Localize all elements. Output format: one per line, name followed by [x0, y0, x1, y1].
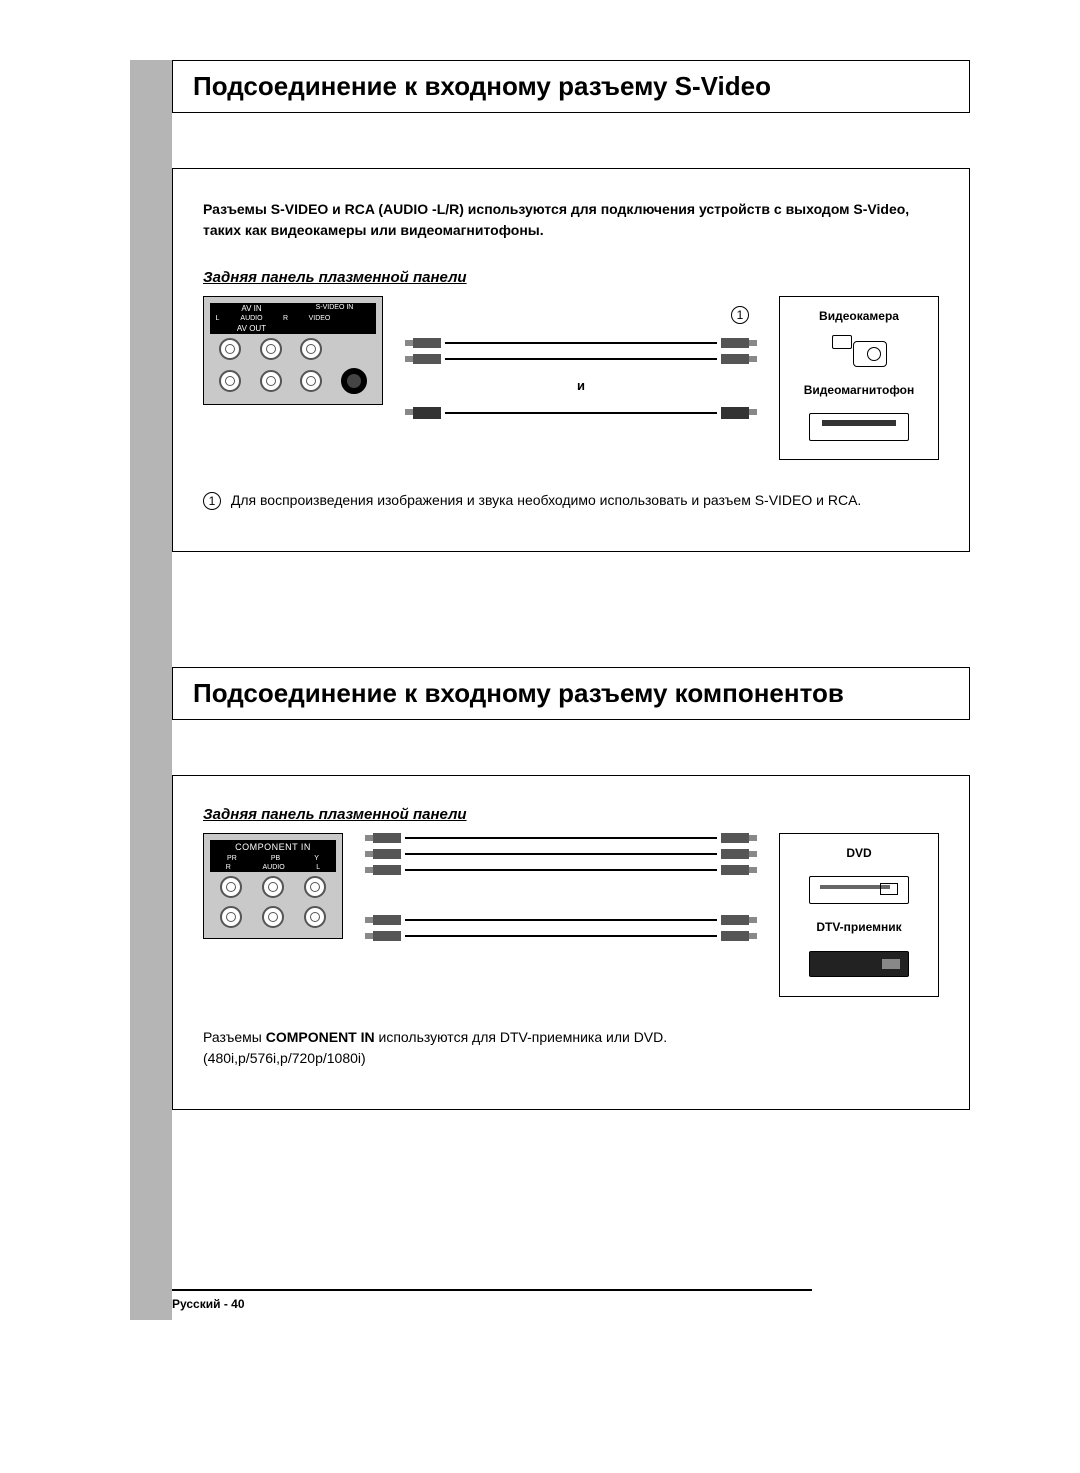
component-sub-labels: PR PB Y: [210, 854, 336, 863]
dtv-label: DTV-приемник: [816, 920, 901, 934]
dtv-receiver-icon: [809, 944, 909, 984]
footnote2-prefix: Разъемы: [203, 1029, 266, 1045]
rca-port-icon: [262, 876, 284, 898]
rca-plug-icon: [721, 833, 749, 843]
section2-panel-caption: Задняя панель плазменной панели: [203, 806, 939, 823]
label-audio: AUDIO: [262, 864, 284, 871]
rear-panel-svideo: AV IN S-VIDEO IN L AUDIO R VIDEO AV OUT: [203, 296, 383, 405]
footnote2-bold: COMPONENT IN: [266, 1029, 375, 1045]
svideo-plug-icon: [413, 407, 441, 419]
section1-intro: Разъемы S-VIDEO и RCA (AUDIO -L/R) испол…: [203, 199, 939, 241]
rca-plug-icon: [373, 865, 401, 875]
cable-area-2: [373, 833, 749, 941]
footnote2-line2: (480i,p/576i,p/720p/1080i): [203, 1050, 366, 1066]
rca-plug-icon: [721, 338, 749, 348]
label-audio: AUDIO: [225, 315, 278, 322]
panel-header-row1: AV IN S-VIDEO IN: [210, 303, 376, 314]
section1-panel-caption: Задняя панель плазменной панели: [203, 269, 939, 286]
rca-plug-icon: [721, 931, 749, 941]
rca-plug-icon: [721, 354, 749, 364]
rca-plug-icon: [721, 865, 749, 875]
rca-port-icon: [219, 338, 241, 360]
rca-port-icon: [260, 338, 282, 360]
grey-sidebar: [130, 60, 172, 1320]
device-column-1: Видеокамера Видеомагнитофон: [779, 296, 939, 460]
section1-panel: Разъемы S-VIDEO и RCA (AUDIO -L/R) испол…: [172, 168, 970, 552]
page-number: Русский - 40: [172, 1297, 245, 1311]
dvd-label: DVD: [846, 846, 871, 860]
section2-title-bar: Подсоединение к входному разъему компоне…: [172, 667, 970, 720]
rca-plug-icon: [413, 338, 441, 348]
panel-header-row3: AV OUT: [210, 323, 376, 334]
footnote-number: 1: [203, 492, 221, 510]
vcr-label: Видеомагнитофон: [804, 383, 915, 397]
rca-cable-pair: [413, 338, 749, 364]
section1-title: Подсоединение к входному разъему S-Video: [193, 71, 949, 102]
label-audio-r: R: [226, 864, 231, 871]
label-pb: PB: [271, 855, 280, 862]
component-port-row-1: [210, 872, 336, 902]
step-number-1: 1: [731, 306, 749, 324]
footnote2-suffix: используются для DTV-приемника или DVD.: [375, 1029, 668, 1045]
page-footer: Русский - 40: [172, 1289, 812, 1313]
audio-cable-pair: [373, 915, 749, 941]
port-row-1: [210, 334, 376, 364]
svideo-plug-icon: [721, 407, 749, 419]
label-y: Y: [314, 855, 319, 862]
rca-port-icon: [220, 906, 242, 928]
audio-sub-labels: R AUDIO L: [210, 863, 336, 872]
rca-port-icon: [300, 370, 322, 392]
vcr-icon: [809, 407, 909, 447]
rca-port-icon: [219, 370, 241, 392]
rca-port-icon: [304, 876, 326, 898]
rca-plug-icon: [413, 354, 441, 364]
port-row-2: [210, 364, 376, 398]
label-video: VIDEO: [293, 315, 346, 322]
rca-plug-icon: [373, 931, 401, 941]
label-svideo-in: S-VIDEO IN: [293, 304, 376, 313]
section2-title: Подсоединение к входному разъему компоне…: [193, 678, 949, 709]
page-content: Подсоединение к входному разъему S-Video…: [172, 60, 970, 1323]
dvd-icon: [809, 870, 909, 910]
rca-port-icon: [262, 906, 284, 928]
label-component-in: COMPONENT IN: [210, 840, 336, 854]
footnote-text: Для воспроизведения изображения и звука …: [231, 492, 861, 508]
section1-footnote: 1 Для воспроизведения изображения и звук…: [203, 490, 939, 511]
section2-diagram: COMPONENT IN PR PB Y R AUDIO L: [203, 833, 939, 997]
svideo-port-icon: [341, 368, 367, 394]
rca-port-icon: [220, 876, 242, 898]
section2-panel: Задняя панель плазменной панели COMPONEN…: [172, 775, 970, 1110]
svideo-cable: [413, 407, 749, 419]
and-label: и: [577, 378, 585, 393]
label-av-in: AV IN: [210, 304, 293, 313]
cable-area-1: 1 и: [413, 296, 749, 419]
section2-footnote: Разъемы COMPONENT IN используются для DT…: [203, 1027, 939, 1069]
rca-port-icon: [304, 906, 326, 928]
rca-plug-icon: [373, 915, 401, 925]
section1-diagram: AV IN S-VIDEO IN L AUDIO R VIDEO AV OUT: [203, 296, 939, 460]
camcorder-icon: [809, 333, 909, 373]
camcorder-label: Видеокамера: [819, 309, 899, 323]
device-column-2: DVD DTV-приемник: [779, 833, 939, 997]
label-av-out: AV OUT: [210, 324, 293, 333]
rca-plug-icon: [721, 849, 749, 859]
rca-plug-icon: [373, 849, 401, 859]
component-port-row-2: [210, 902, 336, 932]
panel-header-row2: L AUDIO R VIDEO: [210, 314, 376, 323]
component-cable-triple: [373, 833, 749, 875]
label-pr: PR: [227, 855, 237, 862]
rca-port-icon: [300, 338, 322, 360]
rca-port-icon: [260, 370, 282, 392]
label-audio-l: L: [316, 864, 320, 871]
rear-panel-component: COMPONENT IN PR PB Y R AUDIO L: [203, 833, 343, 939]
rca-plug-icon: [373, 833, 401, 843]
section1-title-bar: Подсоединение к входному разъему S-Video: [172, 60, 970, 113]
rca-plug-icon: [721, 915, 749, 925]
